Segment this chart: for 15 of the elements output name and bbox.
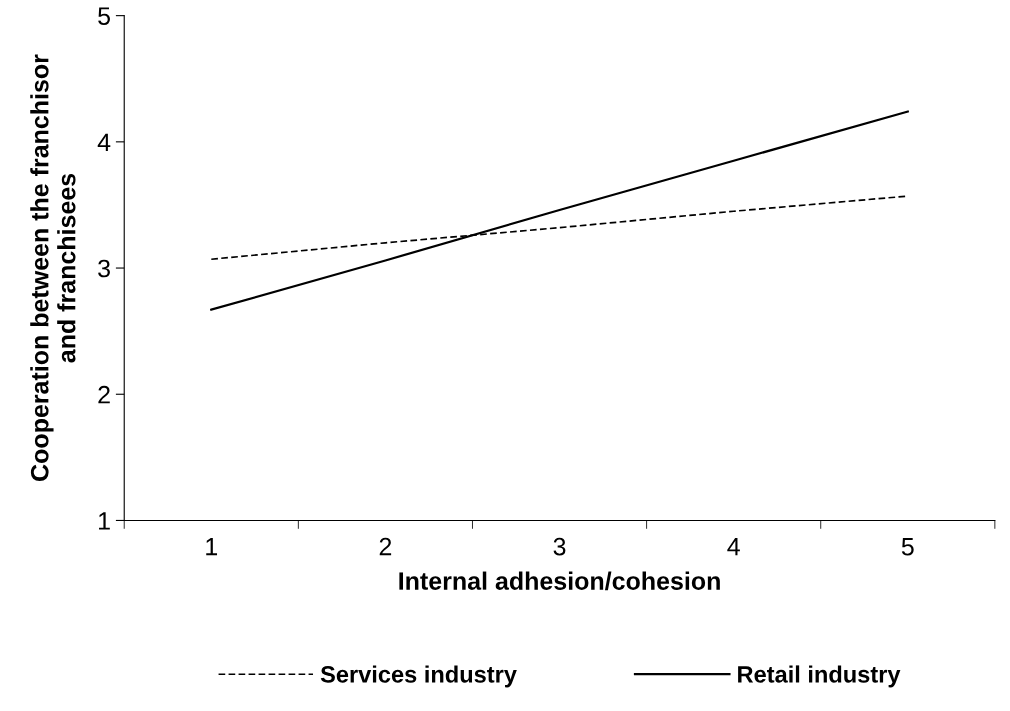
x-axis-title: Internal adhesion/cohesion <box>399 571 720 591</box>
x-tick-label: 5 <box>901 538 914 556</box>
y-tick-label: 5 <box>98 7 110 25</box>
legend-label: Services industry <box>320 665 517 688</box>
y-tick-label: 3 <box>98 259 110 278</box>
y-tick-label: 1 <box>99 512 110 530</box>
y-axis-title: Cooperation between the franchisor and franchisees <box>30 54 76 481</box>
y-tick-label: 4 <box>97 133 111 151</box>
x-tick-label: 1 <box>206 538 218 556</box>
x-tick-label: 4 <box>727 538 740 556</box>
x-tick-label: 2 <box>379 537 392 556</box>
x-tick-label: 3 <box>553 537 566 556</box>
legend-label: Retail industry <box>738 665 901 688</box>
line-series <box>210 110 909 311</box>
y-tick-label: 2 <box>98 385 110 404</box>
